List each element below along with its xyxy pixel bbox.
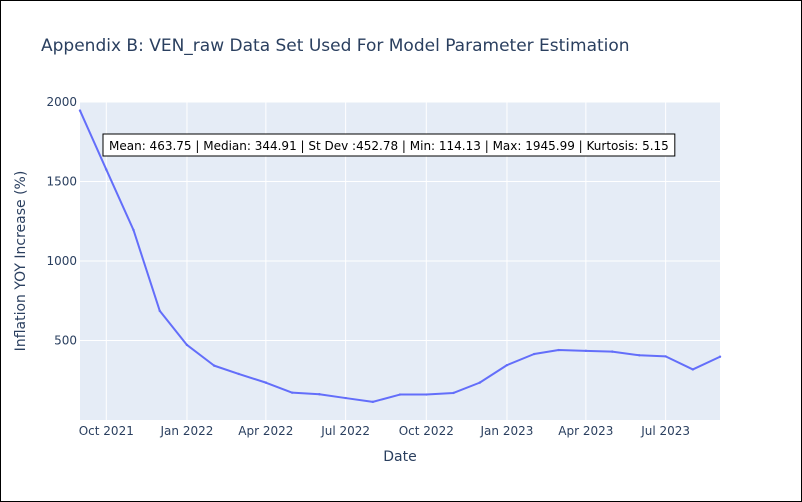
y-axis-title: Inflation YOY Increase (%): [13, 171, 29, 352]
x-tick-label: Apr 2023: [558, 424, 613, 438]
data-point: [132, 228, 135, 232]
data-point: [237, 372, 240, 376]
x-axis-title: Date: [383, 449, 416, 465]
data-point: [158, 309, 161, 313]
data-point: [185, 343, 189, 347]
data-point: [398, 393, 402, 396]
x-tick-label: Jul 2023: [640, 424, 690, 438]
data-point: [105, 168, 108, 171]
data-point: [691, 368, 695, 371]
x-tick-label: Jul 2022: [320, 424, 370, 438]
x-tick-label: Oct 2021: [79, 424, 134, 438]
y-tick-label: 1500: [46, 175, 77, 189]
data-point: [318, 393, 321, 396]
data-point: [638, 354, 641, 357]
data-point: [610, 350, 614, 353]
stats-annotation-box: [102, 133, 676, 157]
stats-annotation: Mean: 463.75 | Median: 344.91 | St Dev :…: [109, 139, 669, 153]
data-point: [718, 355, 722, 358]
x-tick-label: Apr 2022: [238, 424, 293, 438]
data-point: [478, 381, 481, 384]
data-point: [532, 352, 536, 356]
y-tick-label: 500: [54, 334, 77, 348]
data-point: [212, 364, 216, 367]
tick-labels: 500 1000 1500 2000 Oct 2021 Jan 2022 Apr 2022 J…: [46, 95, 690, 438]
x-tick-label: Jan 2023: [480, 424, 534, 438]
data-point: [264, 381, 268, 384]
data-point: [290, 391, 294, 394]
data-point: [344, 396, 347, 400]
y-tick-label: 1000: [46, 254, 77, 268]
data-point: [584, 349, 588, 353]
x-tick-label: Oct 2022: [399, 424, 454, 438]
chart-title: Appendix B: VEN_raw Data Set Used For Mo…: [41, 36, 630, 56]
data-point: [78, 109, 82, 112]
data-point: [425, 393, 428, 396]
y-tick-label: 2000: [46, 95, 77, 109]
data-point: [452, 391, 455, 395]
data-point: [664, 355, 667, 358]
data-point: [371, 400, 375, 404]
series-layer: [78, 109, 722, 404]
data-point: [505, 363, 509, 367]
x-tick-label: Jan 2022: [160, 424, 214, 438]
data-point: [557, 348, 560, 352]
